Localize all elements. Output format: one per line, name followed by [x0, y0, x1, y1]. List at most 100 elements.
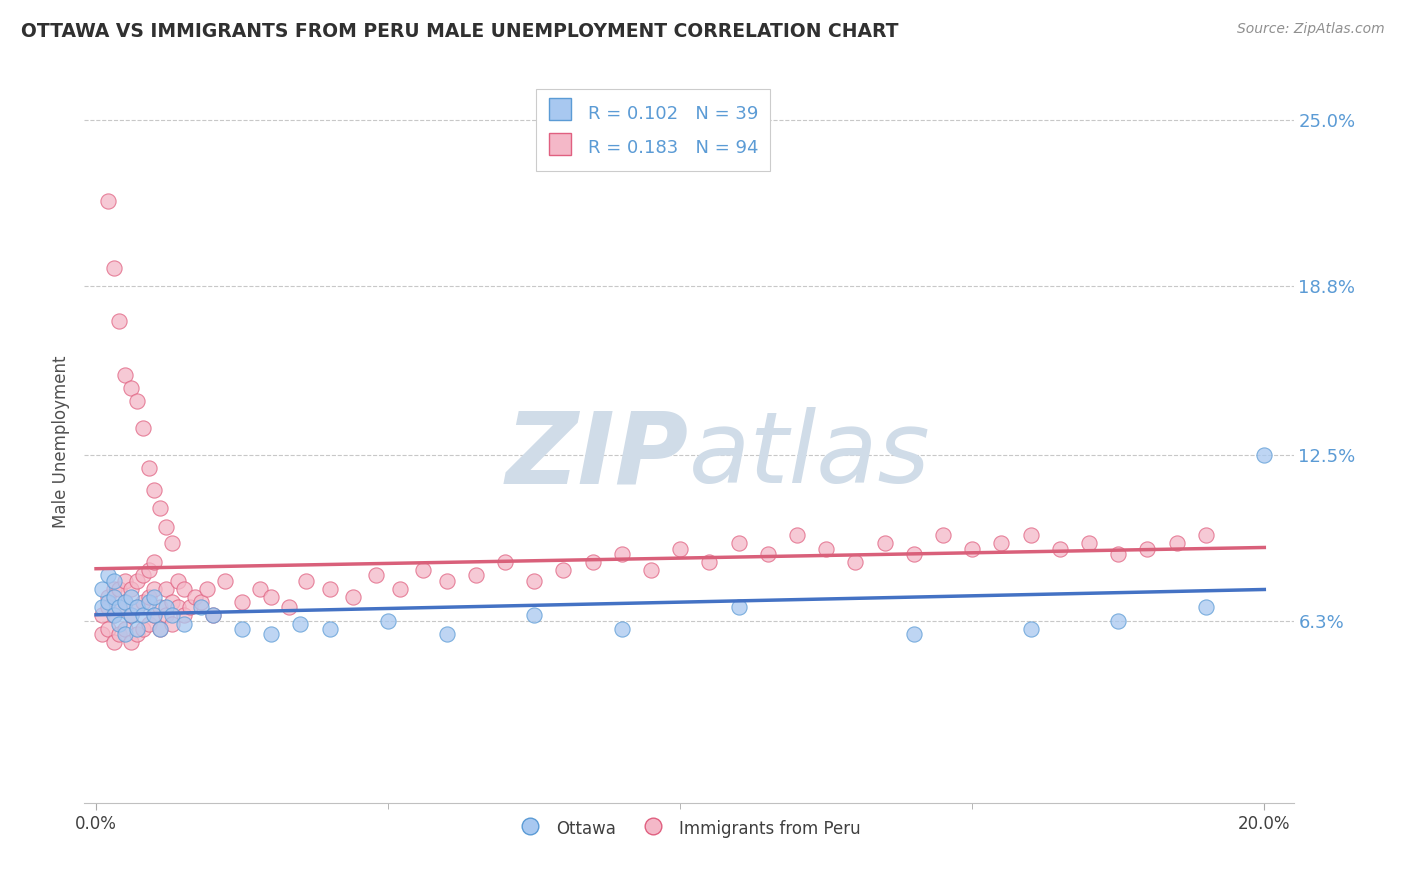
Point [132, 622, 155, 636]
Point [120, 608, 142, 623]
Point [201, 608, 224, 623]
Point [114, 622, 136, 636]
Point [184, 590, 207, 604]
Point [1136, 541, 1159, 556]
Point [108, 600, 131, 615]
Point [125, 394, 148, 409]
Point [201, 608, 224, 623]
Point [1107, 614, 1129, 628]
Point [231, 595, 253, 609]
Point [581, 555, 603, 569]
Point [523, 574, 546, 588]
Legend: Ottawa, Immigrants from Peru: Ottawa, Immigrants from Peru [510, 812, 868, 845]
Point [640, 563, 662, 577]
Point [138, 595, 160, 609]
Point [412, 563, 434, 577]
Point [815, 541, 838, 556]
Point [125, 600, 148, 615]
Point [669, 541, 692, 556]
Point [155, 600, 177, 615]
Point [138, 616, 160, 631]
Point [160, 536, 183, 550]
Y-axis label: Male Unemployment: Male Unemployment [52, 355, 70, 528]
Point [231, 622, 253, 636]
Point [179, 600, 201, 615]
Point [149, 600, 172, 615]
Point [377, 614, 399, 628]
Point [103, 608, 125, 623]
Point [103, 574, 125, 588]
Point [132, 595, 155, 609]
Point [108, 616, 131, 631]
Point [173, 608, 195, 623]
Point [97, 600, 120, 615]
Point [903, 547, 925, 561]
Point [97, 595, 120, 609]
Point [160, 595, 183, 609]
Point [120, 582, 142, 596]
Point [120, 381, 142, 395]
Point [108, 627, 131, 641]
Point [143, 582, 166, 596]
Point [844, 555, 866, 569]
Point [190, 600, 212, 615]
Point [960, 541, 983, 556]
Point [103, 260, 125, 275]
Point [108, 314, 131, 328]
Point [97, 568, 120, 582]
Point [277, 600, 299, 615]
Point [1253, 448, 1275, 462]
Point [120, 590, 142, 604]
Point [143, 590, 166, 604]
Point [260, 590, 283, 604]
Point [138, 590, 160, 604]
Point [149, 622, 172, 636]
Point [1019, 528, 1042, 542]
Text: OTTAWA VS IMMIGRANTS FROM PERU MALE UNEMPLOYMENT CORRELATION CHART: OTTAWA VS IMMIGRANTS FROM PERU MALE UNEM… [21, 22, 898, 41]
Point [249, 582, 271, 596]
Point [97, 622, 120, 636]
Point [108, 582, 131, 596]
Point [160, 608, 183, 623]
Point [727, 536, 749, 550]
Point [155, 608, 177, 623]
Point [195, 582, 218, 596]
Point [120, 635, 142, 649]
Point [318, 622, 340, 636]
Point [108, 600, 131, 615]
Point [138, 461, 160, 475]
Point [125, 622, 148, 636]
Point [553, 563, 575, 577]
Point [1195, 600, 1218, 615]
Point [1107, 547, 1129, 561]
Point [166, 600, 188, 615]
Point [436, 574, 458, 588]
Point [190, 595, 212, 609]
Point [173, 616, 195, 631]
Point [90, 608, 112, 623]
Point [125, 627, 148, 641]
Point [318, 582, 340, 596]
Text: Source: ZipAtlas.com: Source: ZipAtlas.com [1237, 22, 1385, 37]
Point [125, 600, 148, 615]
Point [786, 528, 808, 542]
Point [114, 595, 136, 609]
Point [494, 555, 516, 569]
Point [103, 635, 125, 649]
Point [873, 536, 896, 550]
Point [143, 555, 166, 569]
Point [143, 608, 166, 623]
Point [132, 421, 155, 435]
Point [143, 608, 166, 623]
Point [114, 368, 136, 382]
Point [155, 520, 177, 534]
Point [727, 600, 749, 615]
Point [114, 574, 136, 588]
Point [464, 568, 486, 582]
Text: ZIP: ZIP [506, 408, 689, 505]
Point [756, 547, 779, 561]
Point [125, 574, 148, 588]
Point [149, 622, 172, 636]
Point [138, 563, 160, 577]
Point [1195, 528, 1218, 542]
